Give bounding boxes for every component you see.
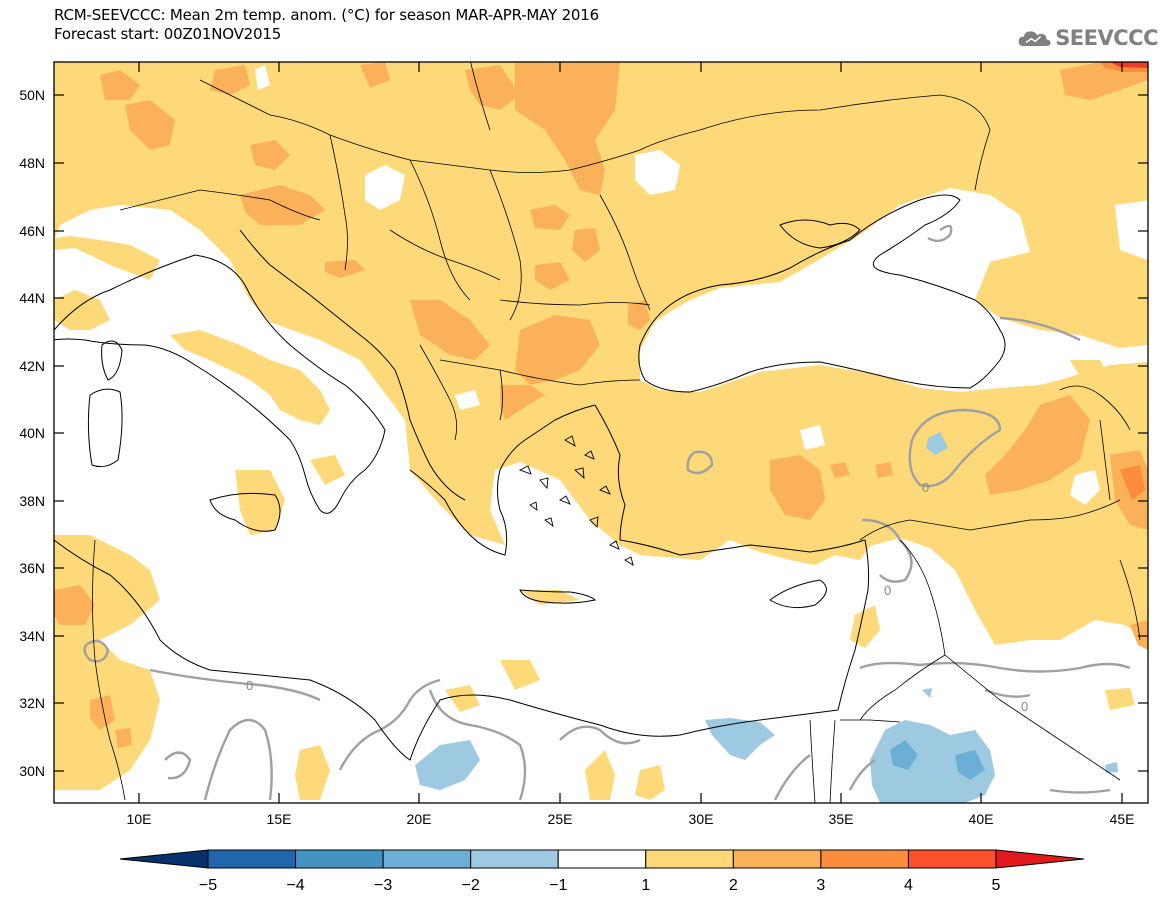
lon-label: 20E <box>407 811 432 827</box>
colorbar-segment <box>820 849 909 869</box>
longitude-labels: 10E 15E 20E 25E 30E 35E 40E 45E <box>127 811 1135 827</box>
lat-label: 36N <box>19 560 45 576</box>
lat-label: 42N <box>19 358 45 374</box>
colorbar-label: 2 <box>729 877 738 894</box>
anomaly-shading-3-5 <box>1100 62 1148 500</box>
title-line-2: Forecast start: 00Z01NOV2015 <box>54 25 282 43</box>
anomaly-shading-1-2 <box>54 62 1148 800</box>
colorbar-label: −4 <box>286 877 304 894</box>
lat-label: 30N <box>19 763 45 779</box>
lat-label: 48N <box>19 155 45 171</box>
levant-coast <box>837 539 870 711</box>
crete <box>519 589 597 604</box>
lon-label: 15E <box>267 811 292 827</box>
colorbar-segment <box>732 849 822 869</box>
turkey-south-coast <box>619 539 866 556</box>
colorbar-label: 3 <box>816 877 825 894</box>
lon-label: 25E <box>548 811 573 827</box>
colorbar-segment <box>645 849 734 869</box>
lat-label: 40N <box>19 425 45 441</box>
anomaly-holes <box>255 65 1100 505</box>
colorbar-segment <box>907 849 997 869</box>
latitude-labels: 50N 48N 46N 44N 42N 40N 38N 36N 34N 32N … <box>19 87 45 779</box>
lon-label: 10E <box>127 811 152 827</box>
logo-text: SEEVCCC <box>1055 26 1158 50</box>
cloud-icon <box>1018 31 1051 46</box>
crimea <box>779 219 861 249</box>
longitude-axis <box>138 62 1123 803</box>
black-sea-coast <box>638 194 1006 393</box>
seevccc-logo: SEEVCCC <box>1018 20 1158 56</box>
coastlines <box>54 194 1006 761</box>
contour-label: 0 <box>884 583 891 598</box>
aegean-islands <box>518 435 634 566</box>
colorbar-label: 4 <box>904 877 913 894</box>
colorbar-label: 1 <box>641 877 650 894</box>
colorbar-label: −5 <box>199 877 217 894</box>
sicily <box>209 492 281 532</box>
africa-north-coast <box>54 539 839 761</box>
contour-label: 0 <box>246 678 253 693</box>
colorbar-segment <box>470 849 559 869</box>
colorbar-segment <box>207 849 297 869</box>
italy-coast <box>54 254 386 514</box>
lon-label: 30E <box>689 811 714 827</box>
colorbar-segment <box>557 849 647 869</box>
colorbar-label: −3 <box>374 877 392 894</box>
turkey-aegean-coast <box>594 404 626 541</box>
chart-title: RCM-SEEVCCC: Mean 2m temp. anom. (°C) fo… <box>54 6 599 44</box>
map-area: 0 0 0 0 <box>54 62 1148 803</box>
contour-labels: 0 0 0 0 <box>246 480 1028 714</box>
contour-label: 0 <box>1021 699 1028 714</box>
latitude-axis <box>54 94 1148 772</box>
title-line-1: RCM-SEEVCCC: Mean 2m temp. anom. (°C) fo… <box>54 6 599 24</box>
zero-contours <box>83 224 1131 801</box>
cyprus <box>769 579 827 609</box>
colorbar-segments <box>119 849 1085 869</box>
colorbar-label: −2 <box>462 877 480 894</box>
anomaly-shading-2-3 <box>54 62 1148 748</box>
colorbar-arrow-min <box>119 849 209 869</box>
lat-label: 44N <box>19 290 45 306</box>
country-borders <box>92 62 1141 803</box>
colorbar-segment <box>295 849 384 869</box>
lat-label: 50N <box>19 87 45 103</box>
lat-label: 46N <box>19 223 45 239</box>
colorbar-label: 5 <box>992 877 1001 894</box>
lon-label: 40E <box>969 811 994 827</box>
anomaly-shading-negative <box>415 432 1118 803</box>
adriatic-east-coast <box>239 229 466 501</box>
lat-label: 32N <box>19 695 45 711</box>
colorbar-segment <box>382 849 472 869</box>
greece-coast <box>409 404 596 556</box>
corsica <box>101 340 123 381</box>
colorbar: −5 −4 −3 −2 −1 1 2 3 4 5 <box>119 849 1085 894</box>
colorbar-arrow-max <box>995 849 1085 869</box>
sardinia <box>87 388 123 468</box>
contour-label: 0 <box>922 480 929 495</box>
lon-label: 45E <box>1110 811 1135 827</box>
colorbar-labels: −5 −4 −3 −2 −1 1 2 3 4 5 <box>199 877 1001 894</box>
lon-label: 35E <box>829 811 854 827</box>
lat-label: 34N <box>19 628 45 644</box>
lat-label: 38N <box>19 493 45 509</box>
colorbar-label: −1 <box>549 877 567 894</box>
